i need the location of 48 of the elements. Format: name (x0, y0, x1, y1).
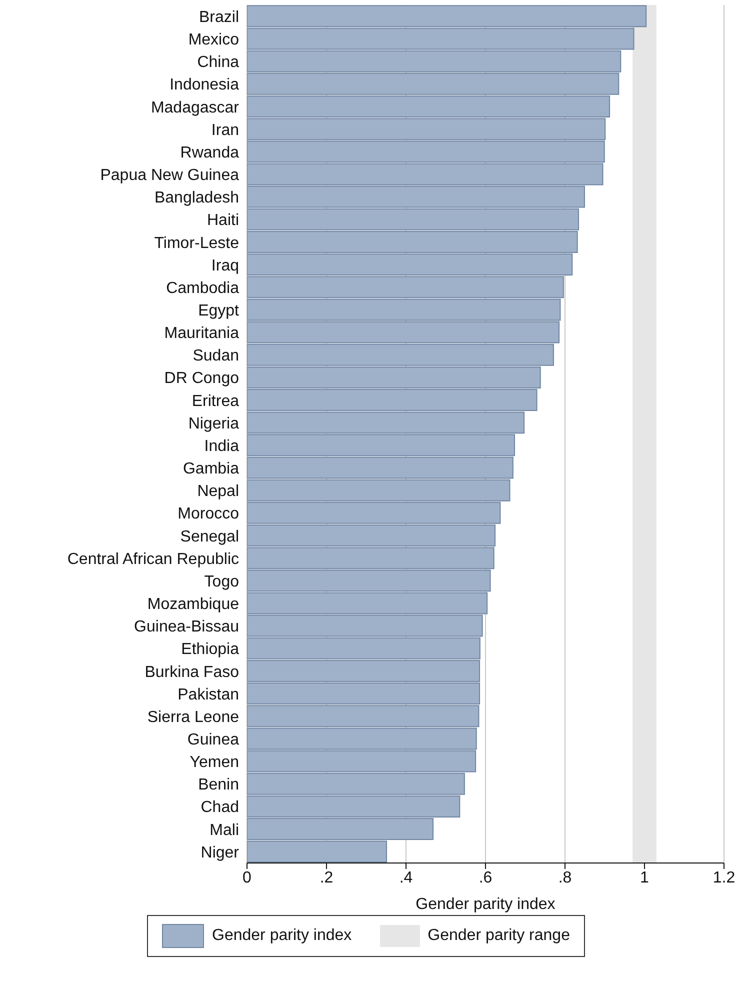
y-tick-label: Morocco (178, 506, 240, 523)
y-tick-label: Ethiopia (181, 641, 240, 658)
y-tick-label: Madagascar (150, 99, 240, 116)
y-tick-label: Brazil (198, 8, 239, 26)
y-tick-label: Mali (210, 822, 239, 839)
y-tick-label: Pakistan (178, 686, 239, 704)
y-tick-label: Haiti (206, 212, 239, 230)
x-tick-label: 0 (242, 869, 252, 886)
y-tick-label: Guinea-Bissau (134, 618, 239, 636)
y-tick-label: Egypt (198, 302, 240, 320)
y-tick-label: DR Congo (164, 370, 240, 388)
legend-label: Gender parity range (426, 926, 570, 946)
y-tick-label: Papua New Guinea (100, 167, 240, 184)
x-tick-label: 1 (640, 869, 650, 886)
y-tick-label: Eritrea (192, 392, 240, 410)
x-axis-title: Gender parity index (416, 896, 556, 913)
y-tick-label: Central African Republic (67, 550, 239, 568)
y-tick-label: Indonesia (170, 76, 240, 94)
y-tick-label: Sierra Leone (147, 708, 240, 726)
y-tick-label: Nigeria (188, 415, 240, 432)
y-tick-label: Burkina Faso (144, 664, 240, 681)
y-tick-label: Sudan (192, 348, 239, 365)
y-tick-label: Mozambique (147, 596, 240, 614)
y-tick-label: Gambia (182, 460, 240, 478)
y-tick-label: Mauritania (164, 325, 240, 342)
y-tick-label: Senegal (180, 528, 239, 546)
y-tick-label: Mexico (188, 32, 240, 49)
y-tick-label: Guinea (187, 731, 240, 748)
y-tick-label: Yemen (190, 754, 239, 772)
x-tick-label: .6 (478, 869, 492, 886)
x-tick-label: .8 (558, 869, 572, 886)
y-tick-label: Rwanda (180, 144, 240, 162)
y-tick-label: Chad (200, 799, 239, 816)
y-tick-label: India (204, 438, 240, 455)
legend-label: Gender parity index (211, 926, 352, 946)
x-tick-label: .2 (320, 869, 334, 886)
y-tick-label: Nepal (197, 483, 239, 500)
y-tick-label: Bangladesh (154, 190, 239, 207)
y-tick-label: Cambodia (166, 280, 240, 297)
y-tick-label: Timor-Leste (154, 234, 240, 252)
x-tick-label: 1.2 (712, 869, 736, 886)
y-tick-label: Niger (200, 844, 240, 862)
y-tick-label: China (197, 54, 240, 72)
y-tick-label: Benin (198, 776, 239, 794)
y-tick-label: Togo (204, 573, 240, 590)
y-tick-label: Iran (211, 122, 239, 139)
x-tick-label: .4 (399, 869, 413, 886)
y-tick-label: Iraq (211, 257, 239, 274)
